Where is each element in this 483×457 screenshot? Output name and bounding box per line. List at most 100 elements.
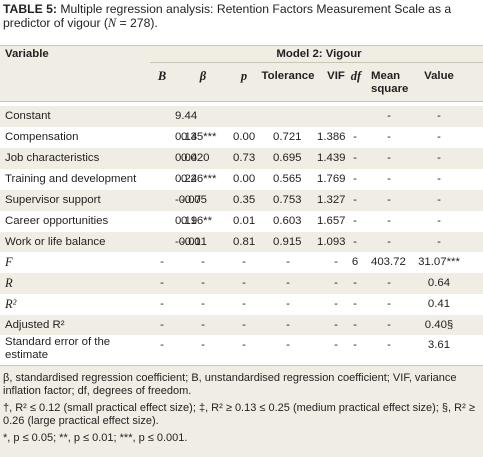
cell-tolerance: 0.565	[273, 173, 302, 185]
cell-df: -	[353, 236, 357, 248]
cell-b: 0.24	[175, 173, 198, 185]
row-band	[0, 106, 483, 127]
row-label: Training and development	[5, 173, 137, 185]
row-label: Compensation	[5, 131, 79, 143]
note-abbreviations: β, standardised regression coefficient; …	[3, 372, 457, 397]
note-significance: *, p ≤ 0.05; **, p ≤ 0.01; ***, p ≤ 0.00…	[3, 432, 188, 444]
header-model: Model 2: Vigour	[276, 48, 362, 60]
row-label: R²	[5, 297, 17, 311]
cell-tolerance: -	[286, 277, 290, 289]
cell-mean-square: -	[387, 298, 391, 310]
cell-beta: 0.26***	[181, 173, 217, 185]
cell-value: -	[437, 215, 441, 227]
cell-tolerance: -	[286, 298, 290, 310]
cell-vif: 1.657	[317, 215, 346, 227]
cell-value: 0.40§	[424, 319, 454, 331]
cell-p: -	[242, 256, 246, 268]
cell-b: 0.19	[175, 215, 198, 227]
cell-beta: 0.020	[181, 152, 210, 164]
cell-df: -	[353, 194, 357, 206]
cell-vif: -	[334, 298, 338, 310]
cell-beta: -0.05	[181, 194, 207, 206]
cell-df: -	[353, 131, 357, 143]
cell-mean-square: -	[387, 173, 391, 185]
cell-value: -	[437, 152, 441, 164]
cell-p: -	[242, 298, 246, 310]
table-number: TABLE 5:	[3, 2, 57, 16]
row-label: Constant	[5, 110, 51, 122]
cell-df: 6	[351, 256, 359, 268]
cell-df: -	[353, 152, 357, 164]
cell-value: -	[437, 194, 441, 206]
row-band	[0, 273, 483, 294]
cell-tolerance: 0.695	[273, 152, 302, 164]
cell-vif: 1.327	[317, 194, 346, 206]
cell-mean-square: -	[387, 110, 391, 122]
notes-band	[0, 366, 483, 457]
header-col-df: df	[350, 69, 362, 83]
cell-value: 31.07***	[418, 256, 460, 268]
cell-mean-square: 403.72	[371, 256, 406, 268]
cell-p: 0.01	[233, 215, 256, 227]
model-underline	[150, 62, 483, 63]
cell-beta: 0.16**	[181, 215, 213, 227]
header-bottom-rule	[0, 101, 483, 102]
cell-value: 0.64	[427, 277, 451, 289]
cell-df: -	[353, 173, 357, 185]
row-label: Career opportunities	[5, 215, 109, 227]
table-bottom-rule	[0, 365, 483, 366]
cell-vif: 1.093	[317, 236, 346, 248]
cell-df: -	[353, 215, 357, 227]
cell-value: 0.41	[427, 298, 451, 310]
cell-b: -0.01	[175, 236, 201, 248]
cell-mean-square: -	[387, 277, 391, 289]
cell-vif: -	[334, 277, 338, 289]
cell-mean-square: -	[387, 319, 391, 331]
header-band	[0, 45, 483, 101]
cell-value: -	[437, 236, 441, 248]
cell-value: 3.61	[427, 339, 451, 351]
cell-tolerance: 0.721	[273, 131, 302, 143]
cell-b: -	[160, 319, 164, 331]
row-label: Adjusted R²	[5, 319, 65, 331]
header-col-p: p	[240, 69, 248, 83]
cell-p: -	[242, 339, 246, 351]
cell-value: -	[437, 131, 441, 143]
header-top-rule	[0, 45, 483, 46]
header-col-beta: β	[199, 69, 207, 83]
row-band	[0, 315, 483, 335]
cell-b: -0.07	[175, 194, 201, 206]
cell-beta: -	[201, 256, 205, 268]
cell-tolerance: -	[286, 256, 290, 268]
cell-p: 0.73	[233, 152, 256, 164]
cell-vif: 1.439	[317, 152, 346, 164]
row-band	[0, 148, 483, 169]
cell-beta: -	[201, 298, 205, 310]
cell-mean-square: -	[387, 152, 391, 164]
cell-p: 0.35	[233, 194, 256, 206]
cell-b: -	[160, 298, 164, 310]
header-col-mean-square: Mean square	[371, 70, 409, 95]
caption-text-end: = 278).	[116, 16, 158, 30]
caption-n-symbol: N	[108, 16, 117, 30]
cell-vif: 1.386	[317, 131, 346, 143]
cell-df: -	[353, 277, 357, 289]
header-variable: Variable	[5, 48, 49, 60]
cell-b: -	[160, 339, 164, 351]
row-label: Work or life balance	[5, 236, 106, 248]
cell-beta: 0.35***	[181, 131, 217, 143]
table-caption: TABLE 5: Multiple regression analysis: R…	[3, 2, 479, 30]
cell-tolerance: -	[286, 339, 290, 351]
cell-mean-square: -	[387, 215, 391, 227]
caption-text: Multiple regression analysis: Retention …	[3, 2, 452, 30]
row-label: Supervisor support	[5, 194, 101, 206]
row-label: R	[5, 276, 13, 290]
cell-p: 0.00	[233, 173, 256, 185]
cell-beta: -	[201, 339, 205, 351]
row-band	[0, 190, 483, 211]
cell-tolerance: -	[286, 319, 290, 331]
cell-b: -	[160, 256, 164, 268]
header-col-tolerance: Tolerance	[261, 70, 315, 82]
cell-p: 0.00	[233, 131, 256, 143]
